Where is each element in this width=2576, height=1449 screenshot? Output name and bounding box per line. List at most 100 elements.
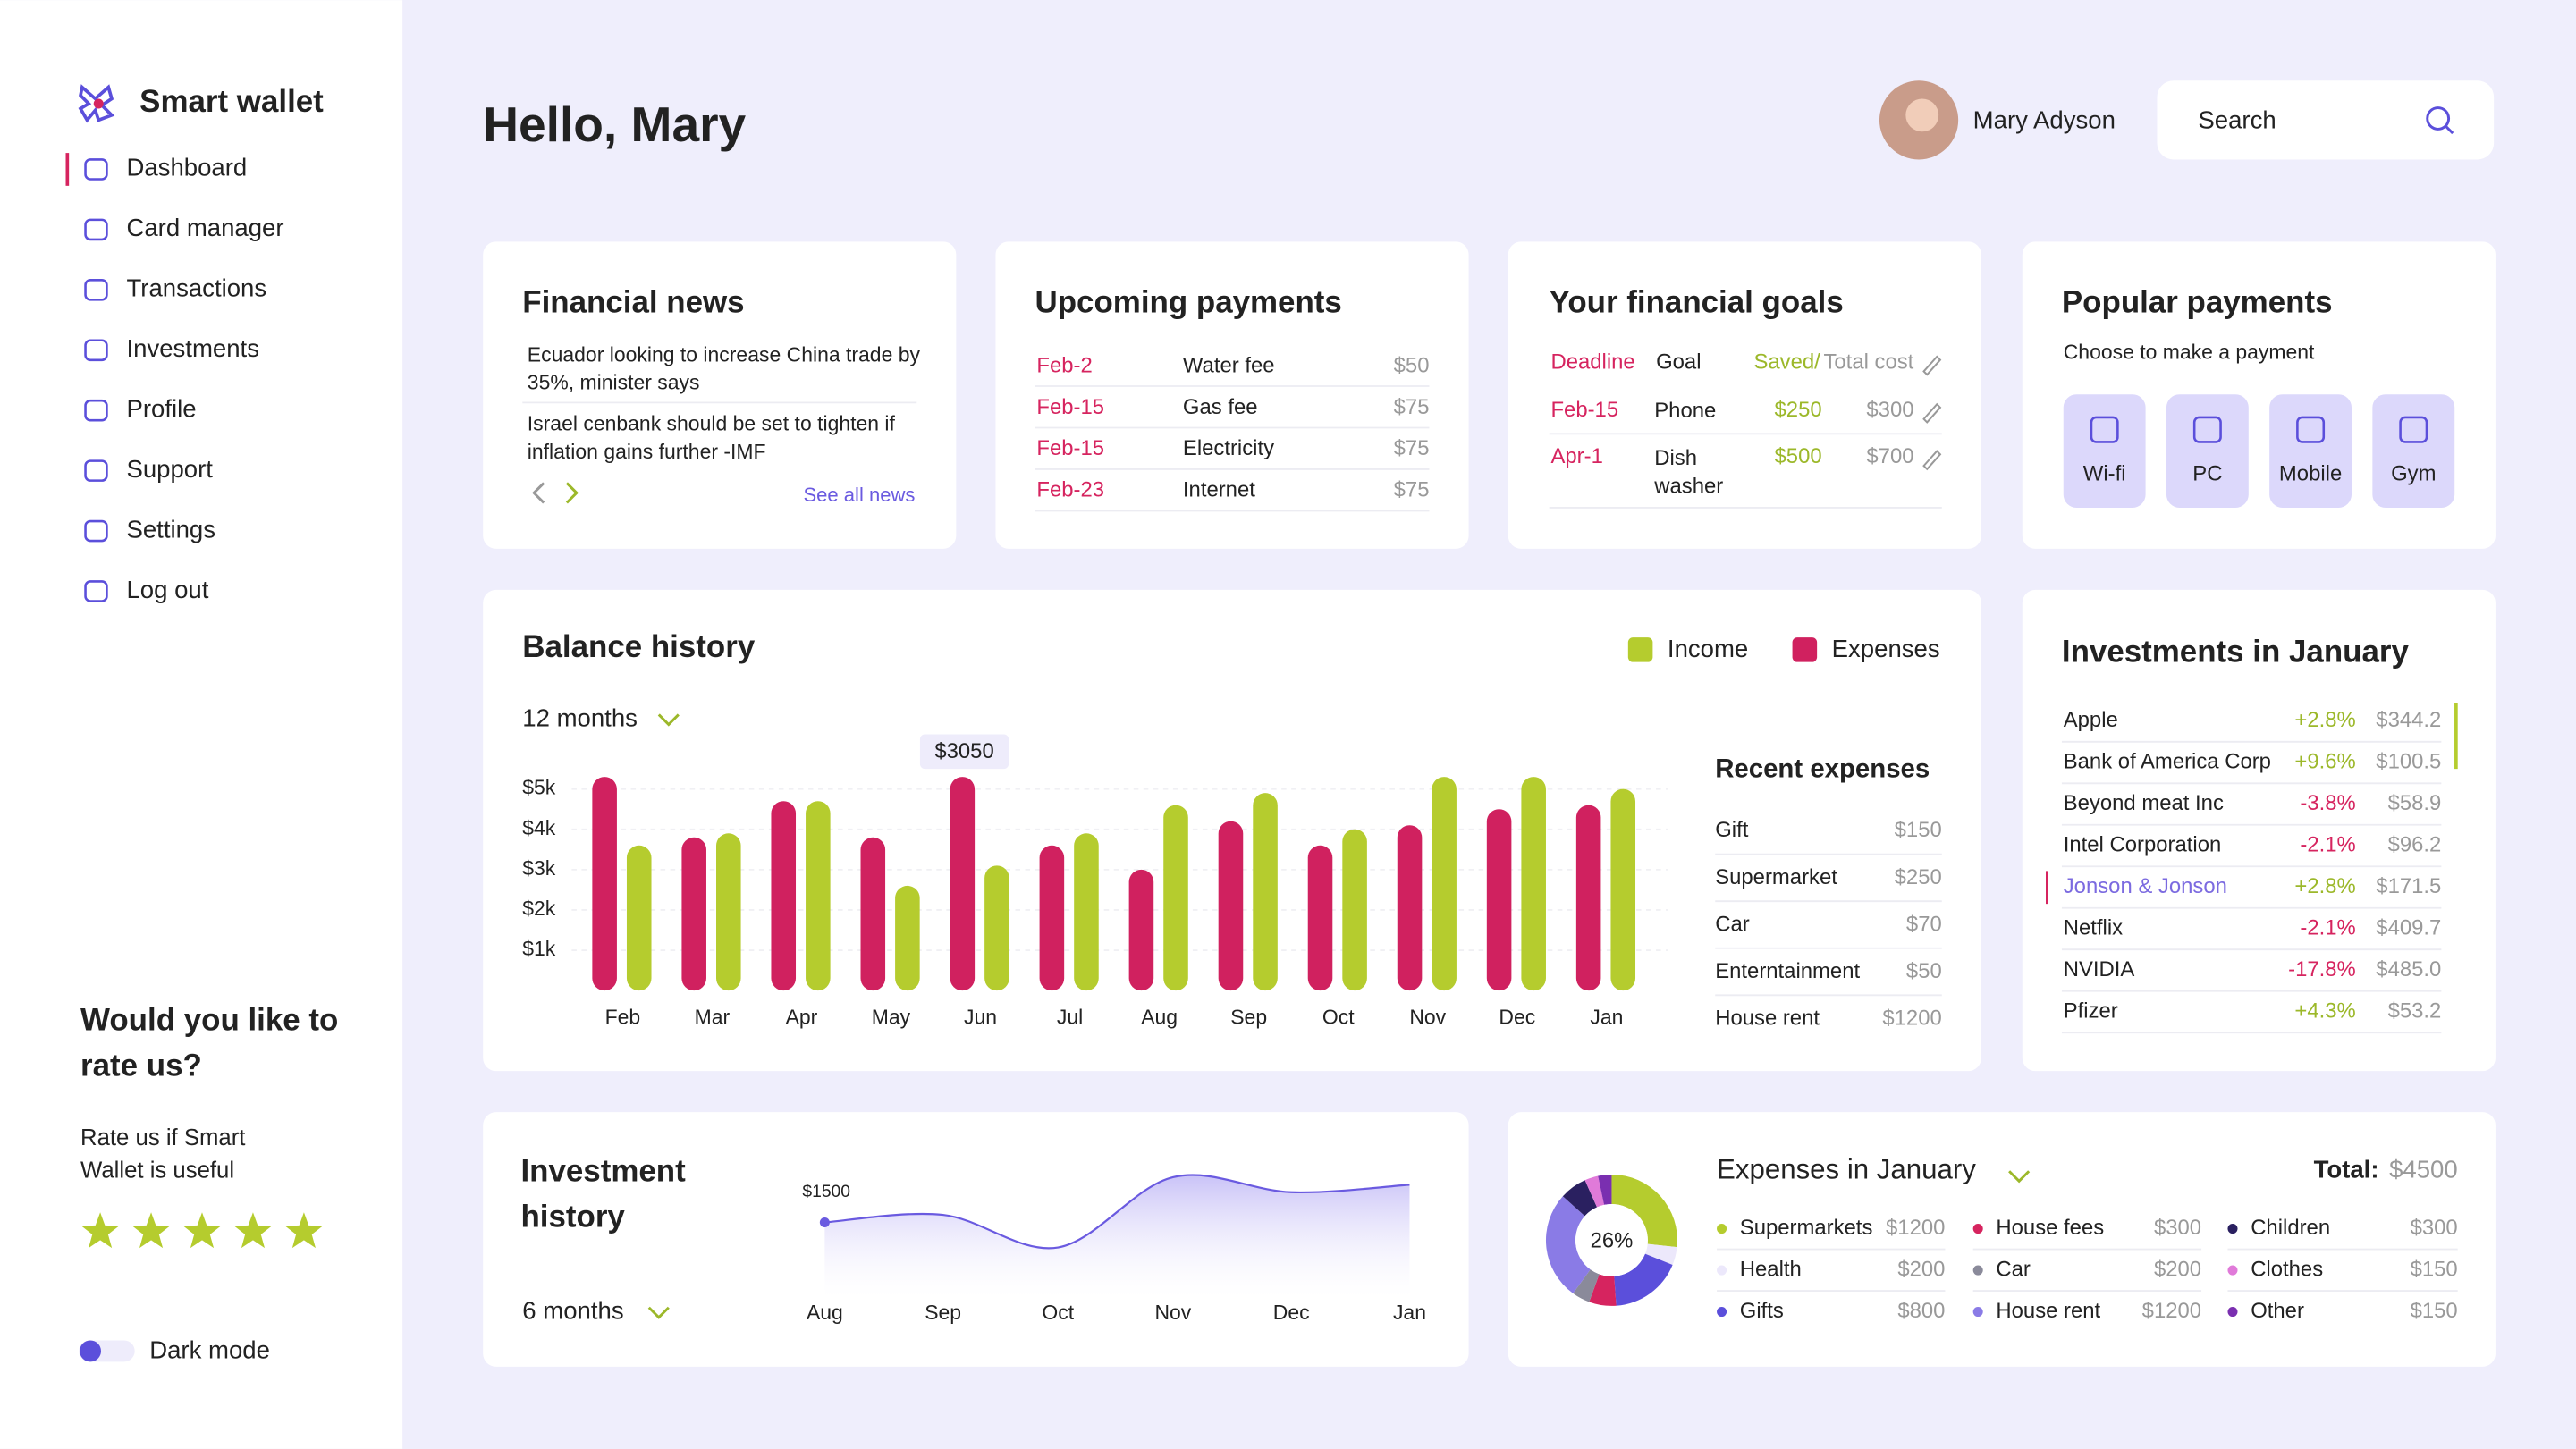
card-title: Expenses in January	[1717, 1154, 1976, 1185]
news-item-box: Israel cenbank should be set to tighten …	[528, 412, 895, 463]
legend-label: Clothes	[2251, 1257, 2323, 1281]
bar	[1575, 805, 1601, 991]
chevron[interactable]	[2008, 1170, 2031, 1184]
legend-label: Other	[2251, 1299, 2304, 1323]
goal-saved: $500	[1775, 444, 1822, 468]
x-tick-label: Jul	[1057, 1005, 1083, 1028]
bar	[1342, 829, 1367, 991]
legend-dot	[1972, 1307, 1983, 1318]
tile-icon	[2192, 416, 2222, 443]
edit-icon[interactable]	[1922, 450, 1942, 471]
section-title: Recent expenses	[1715, 754, 1930, 784]
nav-item[interactable]: Support	[126, 455, 213, 483]
nav-icon	[84, 158, 108, 181]
nav-item[interactable]: Transactions	[126, 274, 266, 302]
investment-name[interactable]: Apple	[2064, 708, 2118, 732]
expense-name: Car	[1715, 912, 1750, 936]
investment-price: $171.5	[2376, 874, 2441, 898]
payment-tile[interactable]	[2166, 394, 2249, 508]
prev-arrow[interactable]	[532, 482, 545, 504]
legend-label: House rent	[1996, 1299, 2100, 1323]
investment-name[interactable]: Bank of America Corp	[2064, 750, 2271, 774]
logo-dot	[93, 98, 104, 109]
donut-segment	[1589, 1274, 1617, 1306]
legend-label: Health	[1740, 1257, 1802, 1281]
investment-price: $409.7	[2376, 916, 2441, 940]
x-tick-label: Oct	[1042, 1301, 1074, 1324]
goal-name-box: Dish washer	[1654, 444, 1723, 497]
nav-item[interactable]: Dashboard	[126, 154, 247, 181]
donut-segment	[1598, 1174, 1612, 1205]
rating-star[interactable]	[234, 1212, 272, 1249]
chevron[interactable]	[657, 713, 680, 727]
area	[824, 1175, 1410, 1298]
next-arrow[interactable]	[565, 482, 579, 504]
payment-tile[interactable]	[2063, 394, 2146, 508]
expense-name: Enterntainment	[1715, 959, 1860, 983]
search-box[interactable]	[2157, 80, 2495, 160]
nav-item[interactable]: Profile	[126, 394, 196, 422]
nav-icon	[84, 399, 108, 422]
investment-change: +4.3%	[2294, 999, 2355, 1024]
rating-star[interactable]	[183, 1212, 221, 1249]
bar	[806, 801, 831, 991]
expense-name: Gift	[1715, 818, 1749, 842]
legend-dot	[1972, 1265, 1983, 1276]
rate-title: Would you like to rate us?	[80, 1003, 339, 1084]
investment-name[interactable]: NVIDIA	[2064, 957, 2135, 981]
donut-segment	[1584, 1175, 1605, 1208]
dark-mode-label: Dark mode	[149, 1336, 270, 1364]
y-tick-label: $5k	[522, 776, 556, 799]
legend-label: Gifts	[1740, 1299, 1784, 1323]
tile-icon	[2090, 416, 2119, 443]
line	[824, 1174, 1410, 1250]
edit-icon[interactable]	[1922, 355, 1942, 376]
investment-name[interactable]: Beyond meat Inc	[2064, 791, 2224, 815]
nav-item[interactable]: Card manager	[126, 214, 283, 241]
x-tick-label: Sep	[925, 1301, 961, 1324]
news-item-box: Ecuador looking to increase China trade …	[528, 343, 920, 394]
investment-name[interactable]: Netflix	[2064, 916, 2123, 940]
period-select[interactable]: 6 months	[522, 1297, 623, 1325]
rate-title-box: Would you like to rate us?	[80, 1003, 339, 1084]
tile-label: PC	[2192, 462, 2222, 486]
search-icon-handle	[2445, 125, 2454, 135]
greeting: Hello, Mary	[483, 97, 746, 152]
investment-change: +2.8%	[2294, 708, 2355, 732]
investment-name[interactable]: Intel Corporation	[2064, 833, 2222, 857]
chevron[interactable]	[647, 1306, 670, 1319]
bar	[1521, 777, 1546, 991]
investment-change: -3.8%	[2300, 791, 2355, 815]
rating-star[interactable]	[132, 1212, 170, 1249]
payment-tile[interactable]	[2372, 394, 2455, 508]
payment-date: Feb-2	[1036, 353, 1092, 377]
x-tick-label: Jan	[1590, 1005, 1623, 1028]
nav-item[interactable]: Investments	[126, 334, 259, 362]
bar	[860, 837, 886, 991]
point	[819, 1217, 830, 1227]
nav-item[interactable]: Log out	[126, 576, 208, 603]
investment-name[interactable]: Jonson & Jonson	[2064, 874, 2227, 898]
legend-label: Children	[2251, 1216, 2330, 1240]
rating-star[interactable]	[284, 1212, 323, 1249]
x-tick-label: Nov	[1154, 1301, 1191, 1324]
nav-item[interactable]: Settings	[126, 515, 215, 543]
bar	[1163, 805, 1188, 991]
rate-text-box: Rate us if Smart Wallet is useful	[80, 1124, 245, 1183]
user-name: Mary Adyson	[1973, 105, 2116, 133]
see-all-link[interactable]: See all news	[803, 484, 915, 506]
goals-card	[1508, 241, 1981, 549]
goal-total: $300	[1866, 398, 1913, 422]
upcoming-card	[995, 241, 1469, 549]
bar	[1074, 833, 1099, 991]
investment-name[interactable]: Pfizer	[2064, 999, 2118, 1024]
payment-tile[interactable]	[2269, 394, 2352, 508]
legend-label: House fees	[1996, 1216, 2104, 1240]
period-select[interactable]: 12 months	[522, 703, 638, 731]
edit-icon[interactable]	[1922, 402, 1942, 424]
payment-amount: $75	[1394, 436, 1430, 460]
rating-star[interactable]	[81, 1212, 120, 1249]
tooltip-label: $1500	[802, 1183, 850, 1201]
legend-swatch	[1792, 637, 1818, 662]
